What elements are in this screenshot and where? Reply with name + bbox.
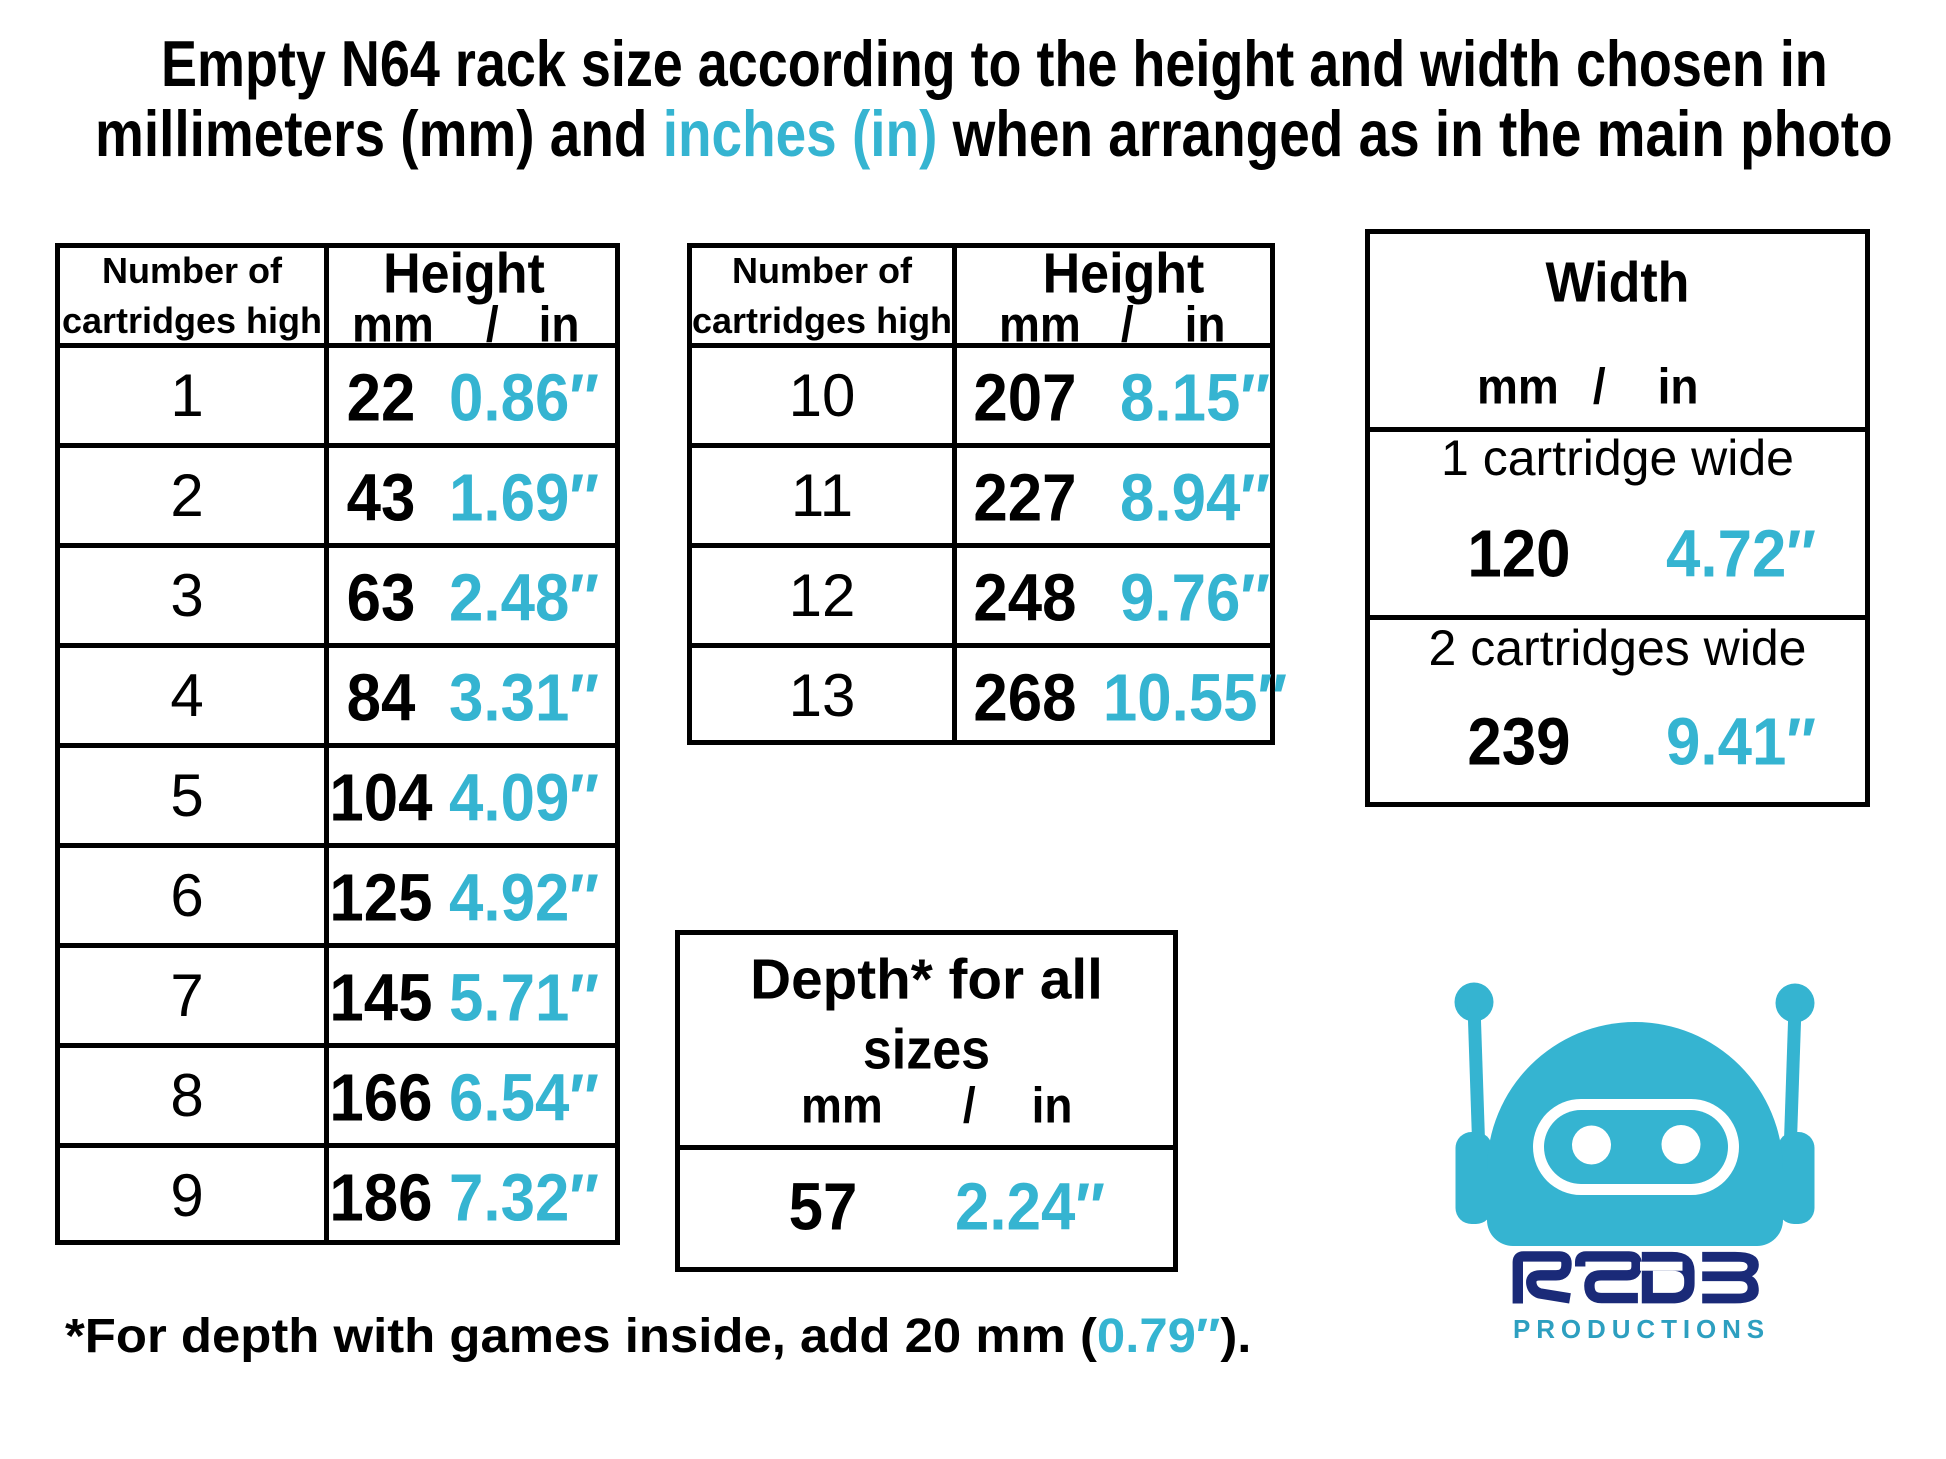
svg-text:PRODUCTIONS: PRODUCTIONS xyxy=(1513,1314,1770,1344)
